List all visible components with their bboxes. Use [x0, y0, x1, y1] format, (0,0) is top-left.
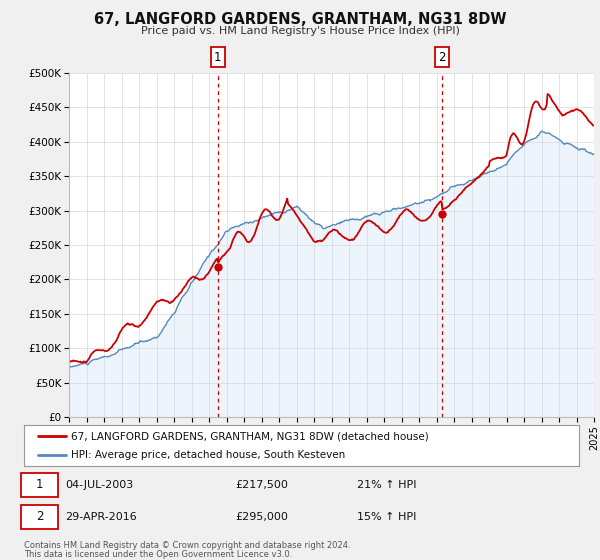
Text: 29-APR-2016: 29-APR-2016 [65, 512, 137, 522]
Text: 15% ↑ HPI: 15% ↑ HPI [357, 512, 416, 522]
Text: £217,500: £217,500 [235, 480, 288, 490]
Text: This data is licensed under the Open Government Licence v3.0.: This data is licensed under the Open Gov… [24, 550, 292, 559]
Text: 1: 1 [214, 51, 221, 64]
Text: £295,000: £295,000 [235, 512, 288, 522]
Text: 67, LANGFORD GARDENS, GRANTHAM, NG31 8DW: 67, LANGFORD GARDENS, GRANTHAM, NG31 8DW [94, 12, 506, 26]
Text: 2: 2 [36, 510, 43, 524]
Text: 21% ↑ HPI: 21% ↑ HPI [357, 480, 416, 490]
FancyBboxPatch shape [20, 505, 58, 529]
Text: 67, LANGFORD GARDENS, GRANTHAM, NG31 8DW (detached house): 67, LANGFORD GARDENS, GRANTHAM, NG31 8DW… [71, 431, 429, 441]
Text: 04-JUL-2003: 04-JUL-2003 [65, 480, 134, 490]
Text: 2: 2 [439, 51, 446, 64]
Text: 1: 1 [36, 478, 43, 492]
Text: Contains HM Land Registry data © Crown copyright and database right 2024.: Contains HM Land Registry data © Crown c… [24, 541, 350, 550]
FancyBboxPatch shape [20, 473, 58, 497]
Text: HPI: Average price, detached house, South Kesteven: HPI: Average price, detached house, Sout… [71, 450, 346, 460]
Text: Price paid vs. HM Land Registry's House Price Index (HPI): Price paid vs. HM Land Registry's House … [140, 26, 460, 36]
